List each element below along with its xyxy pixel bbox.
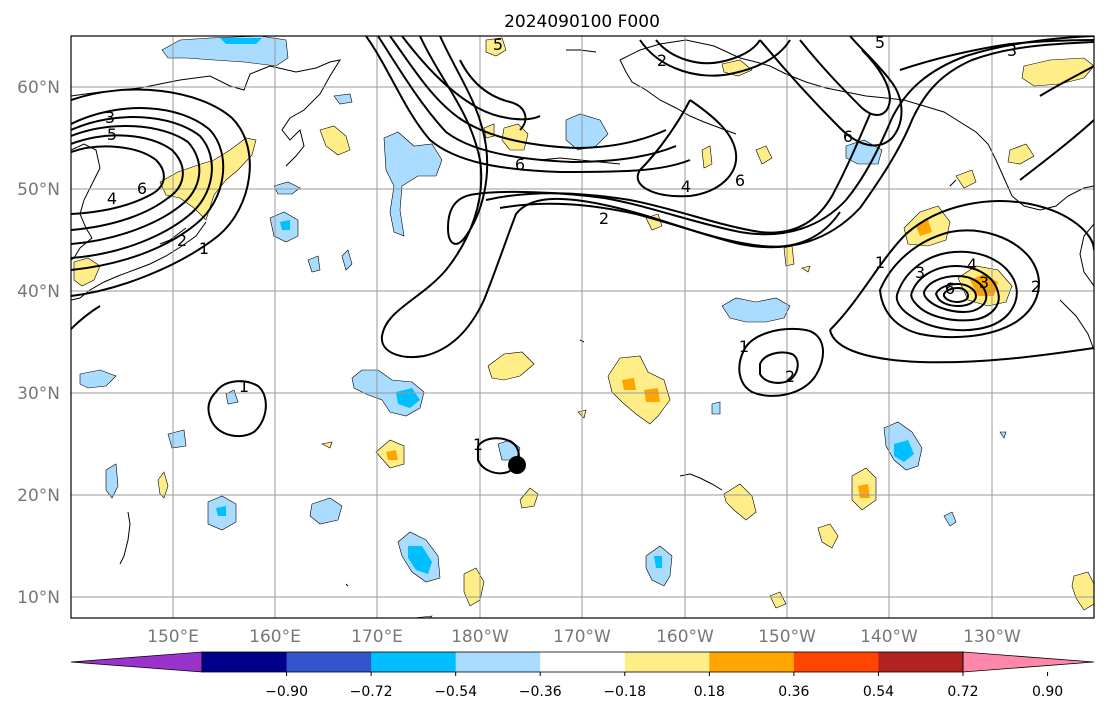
contour-lines (71, 36, 1094, 475)
colorbar-over-triangle (962, 651, 1095, 673)
contour-label: 1 (199, 239, 209, 258)
contour-label: 2 (785, 367, 795, 386)
contour-label: 2 (1031, 277, 1041, 296)
contour-label: 6 (137, 179, 147, 198)
colorbar-segment (878, 652, 964, 672)
colorbar-tick-label: 0.54 (863, 684, 894, 700)
colorbar-tick-label: 0.72 (947, 684, 978, 700)
contour-label: 3 (979, 273, 989, 292)
colorbar-tick-label: 0.90 (1032, 684, 1063, 700)
lat-label: 30°N (17, 384, 60, 404)
contour-label: 1 (473, 435, 483, 454)
lat-label: 10°N (17, 588, 60, 608)
colorbar-under-triangle (70, 651, 203, 673)
contour-label: 4 (681, 177, 691, 196)
contour-label: 6 (515, 155, 525, 174)
colorbar-segment (793, 652, 879, 672)
lon-label: 140°W (860, 627, 918, 647)
negative-anomaly-shading (79, 36, 1007, 618)
lat-label: 60°N (17, 78, 60, 98)
lon-label: 150°E (147, 627, 199, 647)
contour-label: 3 (915, 263, 925, 282)
colorbar-segment (540, 652, 626, 672)
lat-label: 50°N (17, 180, 60, 200)
map-frame (70, 35, 1095, 619)
colorbar-tick-label: −0.18 (603, 684, 646, 700)
map-area (71, 36, 1094, 618)
contour-label: 1 (239, 377, 249, 396)
contour-label: 1 (739, 337, 749, 356)
longitude-labels: 150°E 160°E 170°E 180°W 170°W 160°W 150°… (147, 627, 1021, 647)
storm-center-dot (508, 456, 526, 474)
lon-label: 130°W (963, 627, 1021, 647)
colorbar-outline (201, 651, 964, 673)
colorbar-tick-label: −0.72 (350, 684, 393, 700)
lon-label: 170°E (351, 627, 403, 647)
colorbar-tick-label: 0.18 (694, 684, 725, 700)
map-title: 2024090100 F000 (504, 12, 660, 32)
contour-label: 5 (493, 35, 503, 54)
gridlines (71, 36, 1094, 618)
latitude-labels: 60°N 50°N 40°N 30°N 20°N 10°N (17, 78, 60, 608)
lat-label: 20°N (17, 486, 60, 506)
contour-label: 2 (599, 209, 609, 228)
contour-label: 2 (177, 231, 187, 250)
contour-label: 4 (967, 255, 977, 274)
contour-label: 5 (107, 125, 117, 144)
contour-label: 1 (875, 253, 885, 272)
contour-label: 2 (657, 51, 667, 70)
lon-label: 160°E (249, 627, 301, 647)
contour-label: 6 (735, 171, 745, 190)
colorbar-segment (286, 652, 372, 672)
lon-label: 180°W (451, 627, 509, 647)
lon-label: 150°W (758, 627, 816, 647)
contour-label: 4 (107, 189, 117, 208)
lon-label: 170°W (553, 627, 611, 647)
colorbar-tick-label: −0.54 (434, 684, 477, 700)
colorbar-tick-label: −0.36 (519, 684, 562, 700)
colorbar-segment (202, 652, 288, 672)
lat-label: 40°N (17, 282, 60, 302)
colorbar-tick-label: −0.90 (265, 684, 308, 700)
contour-label: 6 (843, 127, 853, 146)
contour-labels: 3 5 6 4 2 1 5 2 6 4 6 2 3 6 1 3 4 3 6 5 … (105, 33, 1041, 454)
contour-label: 6 (945, 279, 955, 298)
contour-label: 3 (105, 108, 115, 127)
colorbar-segment (709, 652, 795, 672)
contour-label: 5 (875, 33, 885, 52)
colorbar-tick-label: 0.36 (778, 684, 809, 700)
colorbar-segment (455, 652, 541, 672)
lon-label: 160°W (656, 627, 714, 647)
contour-label: 3 (1007, 41, 1017, 60)
colorbar-segment (624, 652, 710, 672)
colorbar: −0.90 −0.72 −0.54 −0.36 −0.18 0.18 0.36 0.54 0.7… (70, 651, 1095, 700)
colorbar-segment (371, 652, 457, 672)
